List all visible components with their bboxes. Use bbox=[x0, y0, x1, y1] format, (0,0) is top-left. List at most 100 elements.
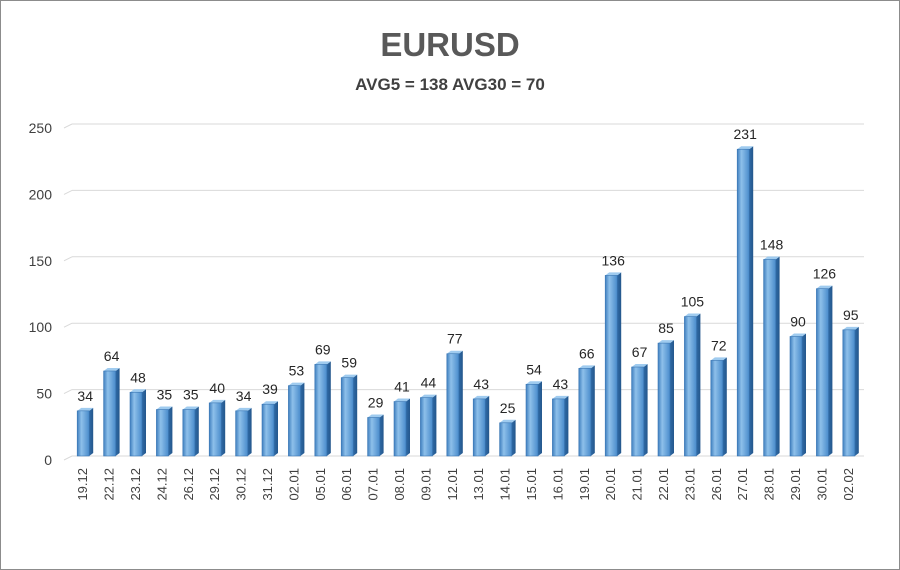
bar-side bbox=[168, 406, 173, 456]
gridline-depth-0 bbox=[63, 455, 73, 461]
data-label-07.01: 29 bbox=[368, 394, 384, 410]
bar-top bbox=[658, 340, 674, 344]
bar-front bbox=[182, 409, 196, 457]
bar-front bbox=[710, 360, 724, 457]
data-label-28.01: 148 bbox=[760, 236, 784, 252]
data-label-12.01: 77 bbox=[447, 331, 463, 347]
bar-16.01 bbox=[552, 395, 569, 457]
x-tick-label: 06.01 bbox=[339, 468, 354, 501]
x-tick-label: 15.01 bbox=[524, 468, 539, 501]
gridline-depth-250 bbox=[63, 123, 73, 129]
gridline-depth-100 bbox=[63, 322, 73, 328]
data-label-20.01: 136 bbox=[602, 252, 626, 268]
bar-top bbox=[446, 350, 463, 354]
gridline-depth-200 bbox=[63, 189, 73, 195]
bar-front bbox=[76, 410, 90, 457]
bar-side bbox=[564, 395, 569, 456]
bar-side bbox=[406, 398, 410, 456]
x-tick-label: 08.01 bbox=[392, 468, 407, 501]
x-tick-label: 23.12 bbox=[128, 468, 143, 501]
bar-front bbox=[340, 377, 354, 457]
bar-top bbox=[526, 381, 542, 385]
bar-24.12 bbox=[156, 406, 173, 457]
bars bbox=[76, 146, 859, 457]
bar-side bbox=[300, 382, 305, 456]
x-tick-label: 22.12 bbox=[102, 468, 117, 501]
bar-23.01 bbox=[684, 313, 701, 457]
bar-side bbox=[749, 146, 754, 456]
bar-19.12 bbox=[76, 407, 94, 457]
bar-front bbox=[446, 353, 460, 457]
bar-side bbox=[696, 313, 701, 456]
bar-top bbox=[499, 419, 516, 423]
x-tick-label: 30.12 bbox=[234, 468, 249, 501]
bar-side bbox=[379, 414, 384, 456]
bar-top bbox=[631, 364, 648, 368]
bar-front bbox=[684, 316, 697, 457]
data-label-02.01: 53 bbox=[289, 363, 305, 379]
bar-27.01 bbox=[736, 146, 754, 457]
x-tick-label: 22.01 bbox=[656, 468, 671, 501]
bar-top bbox=[314, 361, 331, 365]
bar-31.12 bbox=[261, 401, 278, 457]
bar-front bbox=[367, 417, 380, 457]
x-tick-label: 30.01 bbox=[814, 468, 829, 501]
bar-front bbox=[420, 397, 433, 457]
grid-lines bbox=[63, 123, 864, 461]
bar-front bbox=[156, 409, 169, 457]
bar-top bbox=[605, 272, 622, 276]
data-label-21.01: 67 bbox=[632, 344, 648, 360]
bar-front bbox=[235, 410, 248, 457]
bar-top bbox=[842, 326, 859, 330]
bar-front bbox=[763, 259, 776, 457]
bar-top bbox=[341, 374, 358, 378]
data-label-22.12: 64 bbox=[104, 348, 120, 364]
x-tick-label: 24.12 bbox=[154, 468, 169, 501]
bar-top bbox=[710, 357, 727, 361]
bar-top bbox=[790, 333, 806, 337]
bar-29.12 bbox=[208, 399, 226, 457]
data-label-29.12: 40 bbox=[209, 380, 225, 396]
bar-side bbox=[670, 340, 674, 456]
bar-side bbox=[828, 285, 833, 456]
bar-side bbox=[643, 364, 648, 456]
bar-side bbox=[802, 333, 806, 456]
bar-top bbox=[130, 389, 146, 393]
x-tick-label: 02.02 bbox=[841, 468, 856, 501]
bar-side bbox=[458, 350, 463, 456]
bar-front bbox=[129, 391, 143, 457]
x-tick-label: 02.01 bbox=[286, 468, 301, 501]
data-label-02.02: 95 bbox=[843, 307, 859, 323]
bar-side bbox=[194, 406, 199, 456]
bar-28.01 bbox=[763, 256, 780, 457]
x-tick-label: 14.01 bbox=[498, 468, 513, 501]
bar-top bbox=[684, 313, 701, 317]
x-tick-label: 29.01 bbox=[788, 468, 803, 501]
data-label-09.01: 44 bbox=[421, 375, 437, 391]
bar-front bbox=[657, 342, 671, 457]
bar-top bbox=[394, 398, 410, 402]
data-label-30.12: 34 bbox=[236, 388, 252, 404]
bar-23.12 bbox=[129, 389, 146, 457]
gridline-depth-150 bbox=[63, 256, 73, 262]
bar-front bbox=[499, 422, 512, 457]
gridline-depth-50 bbox=[63, 389, 73, 395]
bar-side bbox=[221, 399, 226, 456]
bar-side bbox=[142, 389, 146, 456]
bar-22.01 bbox=[657, 340, 674, 457]
bar-front bbox=[525, 383, 539, 457]
bar-front bbox=[789, 336, 803, 457]
bar-20.01 bbox=[604, 272, 622, 457]
bar-side bbox=[89, 407, 94, 456]
data-label-08.01: 41 bbox=[394, 379, 410, 395]
bar-22.12 bbox=[103, 368, 120, 457]
data-label-31.12: 39 bbox=[262, 381, 278, 397]
bar-side bbox=[617, 272, 622, 456]
bar-side bbox=[590, 365, 595, 456]
bar-14.01 bbox=[499, 419, 516, 457]
x-tick-label: 07.01 bbox=[366, 468, 381, 501]
bar-front bbox=[631, 366, 644, 457]
x-tick-label: 09.01 bbox=[418, 468, 433, 501]
bar-top bbox=[552, 395, 569, 399]
